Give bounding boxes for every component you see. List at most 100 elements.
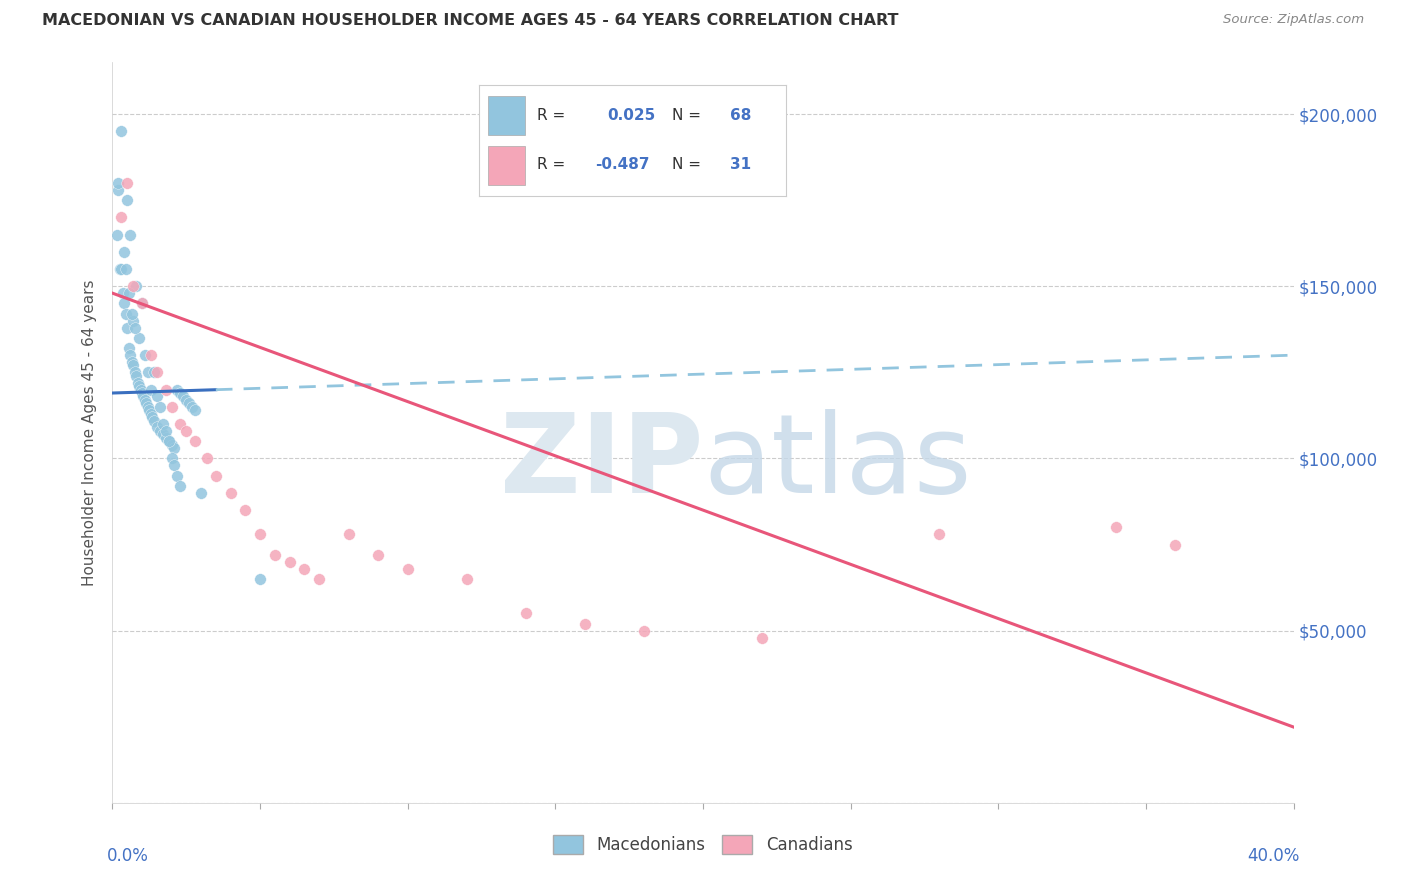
Text: Source: ZipAtlas.com: Source: ZipAtlas.com — [1223, 13, 1364, 27]
Point — [146, 389, 169, 403]
Point — [233, 503, 256, 517]
Point — [120, 348, 142, 362]
Point — [122, 314, 145, 328]
Point — [142, 413, 165, 427]
Point — [174, 424, 197, 438]
Point — [172, 389, 194, 403]
Point — [146, 365, 169, 379]
Point — [249, 572, 271, 586]
Point — [169, 386, 191, 401]
Point — [135, 396, 157, 410]
Legend: Macedonians, Canadians: Macedonians, Canadians — [547, 829, 859, 861]
Y-axis label: Householder Income Ages 45 - 64 years: Householder Income Ages 45 - 64 years — [82, 279, 97, 586]
Point — [125, 368, 148, 383]
Text: atlas: atlas — [703, 409, 972, 516]
Point — [160, 400, 183, 414]
Point — [152, 417, 174, 431]
Point — [142, 365, 165, 379]
Point — [219, 486, 242, 500]
Point — [928, 527, 950, 541]
Point — [174, 392, 197, 407]
Point — [367, 548, 389, 562]
Point — [184, 434, 207, 449]
Point — [139, 407, 162, 421]
Point — [110, 211, 132, 225]
Point — [155, 383, 177, 397]
Point — [1164, 537, 1187, 551]
Point — [166, 383, 188, 397]
Point — [181, 400, 204, 414]
Point — [195, 451, 218, 466]
Point — [134, 392, 156, 407]
Point — [160, 451, 183, 466]
Point — [122, 359, 145, 373]
Text: ZIP: ZIP — [499, 409, 703, 516]
Point — [134, 348, 156, 362]
Point — [308, 572, 330, 586]
Point — [131, 296, 153, 310]
Point — [110, 124, 132, 138]
Point — [337, 527, 360, 541]
Point — [107, 183, 129, 197]
Point — [128, 331, 150, 345]
Point — [163, 458, 186, 473]
Point — [155, 424, 177, 438]
Point — [118, 286, 141, 301]
Point — [122, 279, 145, 293]
Point — [121, 307, 143, 321]
Text: MACEDONIAN VS CANADIAN HOUSEHOLDER INCOME AGES 45 - 64 YEARS CORRELATION CHART: MACEDONIAN VS CANADIAN HOUSEHOLDER INCOM… — [42, 13, 898, 29]
Point — [1105, 520, 1128, 534]
Point — [166, 468, 188, 483]
Point — [118, 341, 141, 355]
Point — [117, 176, 138, 190]
Point — [751, 631, 773, 645]
Point — [574, 616, 596, 631]
Point — [110, 262, 132, 277]
Point — [157, 434, 180, 449]
Point — [157, 434, 180, 449]
Point — [132, 389, 155, 403]
Point — [152, 427, 174, 442]
Point — [179, 396, 201, 410]
Point — [127, 376, 149, 390]
Point — [149, 400, 172, 414]
Point — [136, 365, 159, 379]
Point — [184, 403, 207, 417]
Point — [163, 441, 186, 455]
Point — [633, 624, 655, 638]
Point — [190, 486, 212, 500]
Point — [515, 607, 537, 621]
Point — [107, 176, 129, 190]
Point — [128, 379, 150, 393]
Point — [124, 320, 146, 334]
Point — [129, 383, 152, 397]
Point — [264, 548, 287, 562]
Point — [136, 400, 159, 414]
Point — [139, 348, 162, 362]
Point — [112, 296, 135, 310]
Point — [114, 307, 136, 321]
Point — [120, 227, 142, 242]
Point — [169, 479, 191, 493]
Point — [124, 365, 146, 379]
Point — [138, 403, 160, 417]
Point — [141, 410, 163, 425]
Point — [121, 355, 143, 369]
Point — [396, 561, 419, 575]
Point — [125, 279, 148, 293]
Point — [205, 468, 228, 483]
Point — [108, 262, 131, 277]
Text: 0.0%: 0.0% — [107, 847, 149, 865]
Point — [112, 244, 135, 259]
Text: 40.0%: 40.0% — [1247, 847, 1299, 865]
Point — [131, 296, 153, 310]
Point — [131, 386, 153, 401]
Point — [139, 383, 162, 397]
Point — [292, 561, 315, 575]
Point — [117, 193, 138, 207]
Point — [146, 420, 169, 434]
Point — [169, 417, 191, 431]
Point — [160, 438, 183, 452]
Point — [114, 262, 136, 277]
Point — [117, 320, 138, 334]
